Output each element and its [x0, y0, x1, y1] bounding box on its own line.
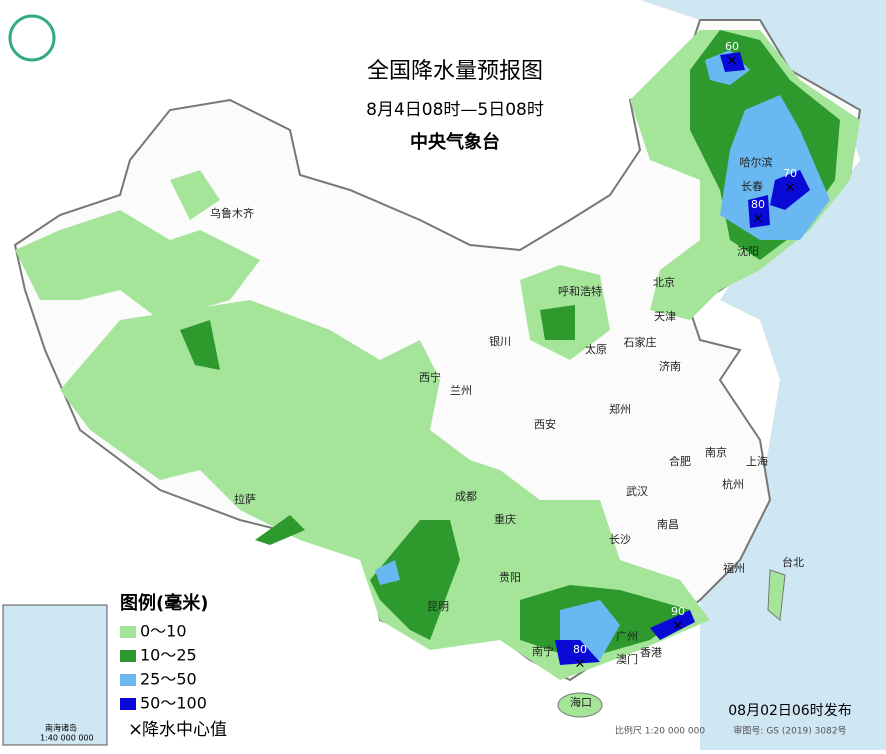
rain-area: [15, 210, 260, 320]
center-value: 90: [671, 605, 685, 618]
city-label: 北京: [653, 275, 675, 289]
scale: 比例尺 1:20 000 000: [615, 725, 705, 737]
city-label: 郑州: [609, 402, 631, 416]
rain-area: [170, 170, 220, 220]
legend-swatch: [120, 674, 136, 686]
rain-area: [555, 640, 600, 665]
city-label: 银川: [489, 334, 511, 348]
city-label: 兰州: [450, 384, 472, 397]
inset: [2, 604, 108, 746]
city-label: 海口: [570, 695, 592, 709]
legend-center-mark: ×: [128, 719, 143, 740]
center-mark: ×: [753, 212, 764, 227]
city-label: 哈尔滨: [740, 155, 773, 169]
legend-label: 50～100: [140, 694, 207, 713]
city-label: 香港: [640, 646, 662, 659]
title: 全国降水量预报图: [367, 59, 543, 84]
taiwan: [767, 569, 786, 621]
city-label: 长沙: [609, 533, 631, 546]
city-label: 南宁: [532, 644, 554, 658]
period: 8月4日08时—5日08时: [366, 100, 544, 120]
rain-area: [255, 515, 305, 545]
hainan: [557, 692, 603, 718]
center-mark: ×: [575, 657, 586, 672]
approval: 审图号: GS (2019) 3082号: [733, 725, 846, 737]
center-value: 80: [751, 198, 765, 211]
city-label: 南昌: [657, 518, 679, 531]
legend-swatch: [120, 650, 136, 662]
legend-label: 10～25: [140, 646, 197, 665]
city-label: 太原: [585, 343, 607, 356]
issuer: 中央气象台: [410, 131, 500, 153]
rain-centers: ×60×70×80×80×90: [573, 40, 797, 672]
center-value: 60: [725, 40, 739, 53]
city-label: 呼和浩特: [558, 284, 602, 298]
legend-title: 图例(毫米): [120, 592, 208, 614]
city-label: 西安: [534, 417, 556, 431]
inset-label: 南海诸岛: [45, 723, 77, 733]
legend-items: 0～10 10～25 25～50 50～100: [120, 622, 207, 713]
city-label: 武汉: [626, 485, 648, 498]
legend-swatch: [120, 698, 136, 710]
rain-area: [748, 195, 770, 228]
city-label: 乌鲁木齐: [210, 206, 254, 220]
city-label: 南京: [705, 445, 727, 459]
center-value: 80: [573, 643, 587, 656]
city-label: 石家庄: [624, 335, 657, 349]
rain-area: [720, 52, 745, 72]
rain-area: [60, 300, 710, 680]
inset-scale: 1:40 000 000: [40, 734, 94, 743]
legend-label: 0～10: [140, 622, 187, 641]
rain-50-100: [555, 52, 810, 665]
rain-area: [180, 320, 220, 370]
rain-area: [540, 305, 575, 340]
city-label: 西宁: [419, 370, 441, 384]
city-label: 广州: [616, 630, 638, 643]
city-label: 长春: [741, 180, 763, 193]
rain-area: [650, 610, 695, 640]
city-label: 昆明: [427, 600, 449, 613]
city-label: 澳门: [616, 652, 638, 666]
legend-swatch: [120, 626, 136, 638]
sea: [640, 0, 886, 750]
rain-area: [770, 170, 810, 210]
rain-area: [720, 95, 830, 240]
legend: [112, 587, 252, 745]
center-mark: ×: [785, 181, 796, 196]
legend-center: 降水中心值: [142, 720, 227, 740]
center-value: 70: [783, 167, 797, 180]
city-label: 济南: [659, 359, 681, 373]
logo: [8, 14, 56, 62]
city-label: 合肥: [669, 454, 691, 468]
city-label: 贵阳: [499, 571, 521, 584]
city-label: 沈阳: [737, 244, 759, 258]
city-label: 重庆: [494, 512, 516, 526]
city-label: 台北: [782, 555, 804, 569]
city-label: 杭州: [722, 477, 744, 491]
city-label: 天津: [654, 310, 676, 323]
city-label: 拉萨: [234, 492, 256, 506]
city-label: 福州: [723, 561, 745, 575]
rain-area: [375, 560, 400, 585]
center-mark: ×: [673, 619, 684, 634]
published: 08月02日06时发布: [728, 703, 851, 719]
legend-label: 25～50: [140, 670, 197, 689]
center-mark: ×: [727, 54, 738, 69]
city-label: 成都: [455, 490, 477, 503]
city-label: 上海: [746, 454, 768, 468]
rain-area: [370, 520, 460, 640]
